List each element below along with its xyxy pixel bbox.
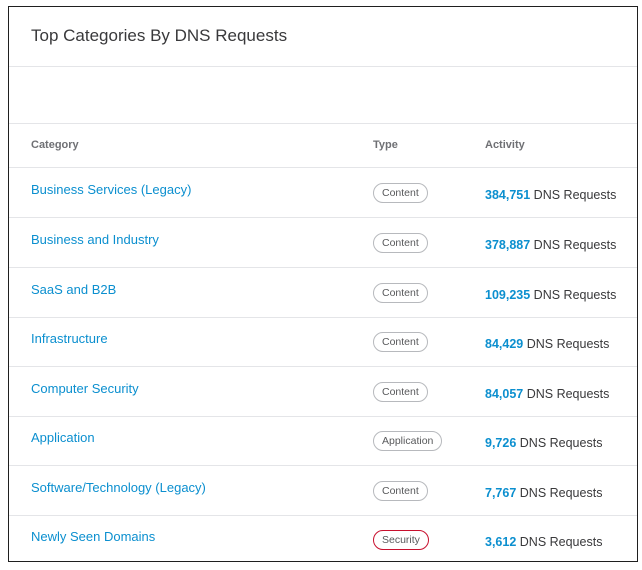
- row-divider: [9, 416, 637, 417]
- row-divider: [9, 267, 637, 268]
- category-link[interactable]: Business and Industry: [31, 232, 159, 247]
- title-divider: [9, 66, 637, 67]
- table-row: Business Services (Legacy) Content 384,7…: [9, 168, 637, 218]
- activity-unit: DNS Requests: [519, 486, 603, 500]
- activity-count-link[interactable]: 384,751: [485, 188, 531, 202]
- category-link[interactable]: Software/Technology (Legacy): [31, 480, 206, 495]
- activity-cell: 9,726 DNS Requests: [485, 436, 602, 450]
- row-divider: [9, 317, 637, 318]
- activity-count-link[interactable]: 3,612: [485, 535, 517, 549]
- activity-count-link[interactable]: 109,235: [485, 288, 531, 302]
- activity-count-link[interactable]: 7,767: [485, 486, 517, 500]
- category-link[interactable]: Computer Security: [31, 381, 139, 396]
- activity-count-link[interactable]: 378,887: [485, 238, 531, 252]
- table-row: Software/Technology (Legacy) Content 7,7…: [9, 466, 637, 516]
- type-badge: Content: [373, 283, 428, 303]
- table-row: Infrastructure Content 84,429 DNS Reques…: [9, 317, 637, 367]
- table-row: Business and Industry Content 378,887 DN…: [9, 218, 637, 268]
- type-badge: Content: [373, 481, 428, 501]
- type-badge: Content: [373, 382, 428, 402]
- dns-categories-card: Top Categories By DNS Requests Category …: [8, 6, 638, 562]
- activity-unit: DNS Requests: [519, 436, 603, 450]
- activity-cell: 384,751 DNS Requests: [485, 188, 616, 202]
- activity-cell: 109,235 DNS Requests: [485, 288, 616, 302]
- activity-cell: 378,887 DNS Requests: [485, 238, 616, 252]
- type-badge: Content: [373, 233, 428, 253]
- table-row: SaaS and B2B Content 109,235 DNS Request…: [9, 268, 637, 318]
- column-header-type: Type: [373, 139, 398, 151]
- activity-cell: 84,429 DNS Requests: [485, 337, 609, 351]
- category-link[interactable]: Application: [31, 430, 95, 445]
- category-link[interactable]: Newly Seen Domains: [31, 529, 156, 544]
- table-row: Computer Security Content 84,057 DNS Req…: [9, 367, 637, 417]
- row-divider: [9, 465, 637, 466]
- column-header-category: Category: [31, 139, 79, 151]
- category-link[interactable]: Business Services (Legacy): [31, 182, 192, 197]
- activity-count-link[interactable]: 84,057: [485, 387, 524, 401]
- card-title: Top Categories By DNS Requests: [31, 26, 288, 45]
- activity-cell: 84,057 DNS Requests: [485, 387, 609, 401]
- type-badge: Application: [373, 431, 443, 451]
- category-link[interactable]: Infrastructure: [31, 331, 108, 346]
- activity-cell: 3,612 DNS Requests: [485, 535, 602, 549]
- header-bottom-divider: [9, 167, 637, 168]
- column-header-activity: Activity: [485, 139, 525, 151]
- activity-unit: DNS Requests: [533, 288, 617, 302]
- activity-count-link[interactable]: 84,429: [485, 337, 524, 351]
- table-row: Application Application 9,726 DNS Reques…: [9, 416, 637, 466]
- table-row: Newly Seen Domains Security 3,612 DNS Re…: [9, 515, 637, 561]
- activity-cell: 7,767 DNS Requests: [485, 486, 602, 500]
- activity-count-link[interactable]: 9,726: [485, 436, 517, 450]
- header-top-divider: [9, 123, 637, 124]
- type-badge: Content: [373, 183, 428, 203]
- row-divider: [9, 366, 637, 367]
- row-divider: [9, 515, 637, 516]
- type-badge: Content: [373, 332, 428, 352]
- type-badge-security: Security: [373, 530, 429, 550]
- activity-unit: DNS Requests: [526, 387, 610, 401]
- activity-unit: DNS Requests: [526, 337, 610, 351]
- row-divider: [9, 217, 637, 218]
- activity-unit: DNS Requests: [533, 188, 617, 202]
- category-link[interactable]: SaaS and B2B: [31, 282, 117, 297]
- activity-unit: DNS Requests: [519, 535, 603, 549]
- activity-unit: DNS Requests: [533, 238, 617, 252]
